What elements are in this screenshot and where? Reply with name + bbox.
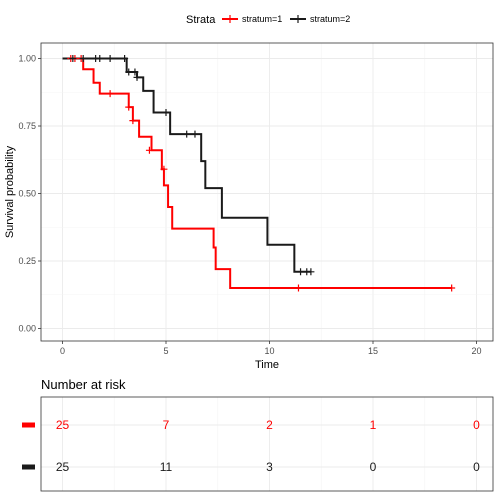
legend-title: Strata xyxy=(186,14,216,26)
legend-label-stratum-2: stratum=2 xyxy=(310,14,350,24)
censor-mark xyxy=(307,268,315,276)
x-tick-label: 20 xyxy=(471,346,481,356)
censor-mark xyxy=(448,284,456,292)
censor-mark xyxy=(191,130,199,138)
y-tick-label: 0.75 xyxy=(18,121,36,131)
censor-mark xyxy=(131,68,139,76)
censor-mark xyxy=(125,103,133,111)
censor-mark xyxy=(125,68,133,76)
censor-marks xyxy=(67,55,456,292)
censor-mark xyxy=(121,55,129,62)
censor-mark xyxy=(106,55,114,62)
risk-value: 0 xyxy=(473,460,480,474)
risk-row-key-stratum-1 xyxy=(22,422,35,428)
risk-value: 1 xyxy=(370,418,377,432)
risk-value: 11 xyxy=(160,460,173,474)
y-axis-ticks: 0.00 0.25 0.50 0.75 1.00 xyxy=(18,54,41,334)
risk-value: 7 xyxy=(163,418,170,432)
risk-table-border xyxy=(40,396,494,492)
x-tick-label: 10 xyxy=(264,346,274,356)
risk-table-title: Number at risk xyxy=(41,377,126,392)
legend-entry-stratum-1: stratum=1 xyxy=(222,14,282,24)
legend-entry-stratum-2: stratum=2 xyxy=(290,14,350,24)
survival-curves xyxy=(62,57,452,289)
censor-mark xyxy=(133,73,141,81)
x-tick-label: 15 xyxy=(368,346,378,356)
x-tick-label: 5 xyxy=(163,346,168,356)
risk-value: 0 xyxy=(473,418,480,432)
grid-lines xyxy=(41,43,493,341)
risk-table-grid xyxy=(41,397,493,491)
risk-table-rows: 25 7 2 1 0 25 11 3 0 0 xyxy=(22,418,480,474)
risk-table: Number at risk 25 7 2 1 0 25 11 3 0 0 xyxy=(22,377,494,492)
x-axis-ticks: 0 5 10 15 20 xyxy=(60,341,482,356)
censor-mark xyxy=(129,117,137,125)
risk-value: 3 xyxy=(266,460,273,474)
risk-row-key-stratum-2 xyxy=(22,464,35,470)
censor-mark xyxy=(294,284,302,292)
censor-mark xyxy=(106,90,114,98)
legend: Strata stratum=1 stratum=2 xyxy=(186,14,350,26)
censor-mark xyxy=(96,55,104,62)
censor-mark xyxy=(69,55,77,62)
y-tick-label: 0.25 xyxy=(18,256,36,266)
y-tick-label: 0.50 xyxy=(18,189,36,199)
panel-border xyxy=(40,42,494,342)
censor-mark xyxy=(79,55,87,62)
censor-mark xyxy=(162,109,170,116)
legend-label-stratum-1: stratum=1 xyxy=(242,14,282,24)
risk-value: 25 xyxy=(56,418,70,432)
risk-value: 0 xyxy=(370,460,377,474)
censor-mark xyxy=(145,146,153,154)
risk-value: 2 xyxy=(266,418,273,432)
y-tick-label: 0.00 xyxy=(18,324,36,334)
x-axis-title: Time xyxy=(255,359,279,371)
risk-value: 25 xyxy=(56,460,70,474)
censor-mark xyxy=(183,130,191,138)
y-tick-label: 1.00 xyxy=(18,54,36,64)
x-tick-label: 0 xyxy=(60,346,65,356)
censor-mark xyxy=(297,268,305,276)
censor-mark xyxy=(160,165,168,173)
y-axis-title: Survival probability xyxy=(4,145,16,238)
survival-curve-stratum-1 xyxy=(62,57,452,289)
plot-panel: 0 5 10 15 20 0.00 0.25 0.50 0.75 1.00 Time Survi… xyxy=(4,42,494,371)
